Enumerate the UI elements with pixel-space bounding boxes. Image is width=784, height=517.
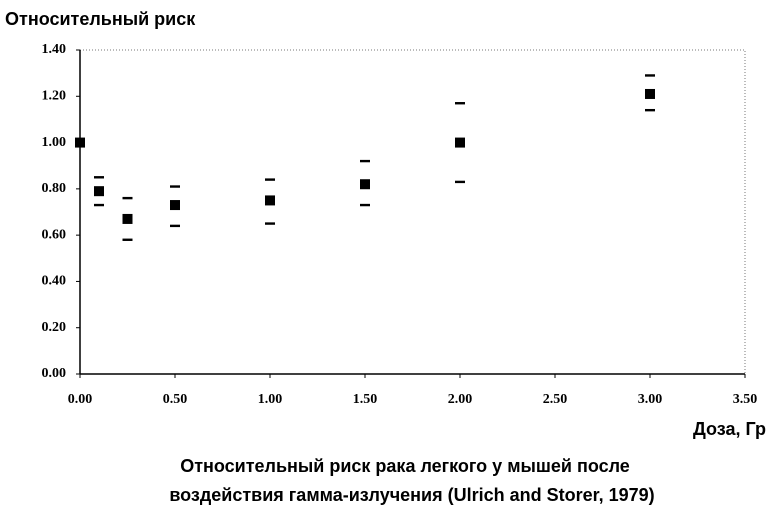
point bbox=[265, 195, 275, 206]
y-tick-label: 1.00 bbox=[42, 135, 67, 150]
x-tick-label: 1.00 bbox=[258, 392, 283, 407]
point bbox=[645, 88, 655, 99]
y-tick-label: 0.60 bbox=[42, 227, 67, 242]
y-tick-label: 1.40 bbox=[42, 42, 67, 57]
error-bound bbox=[265, 222, 275, 225]
error-bound bbox=[455, 180, 465, 184]
x-tick-label: 0.50 bbox=[163, 392, 188, 407]
point bbox=[455, 137, 465, 148]
error-bound bbox=[265, 178, 275, 181]
error-bound bbox=[455, 102, 465, 105]
x-tick-label: 0.00 bbox=[68, 392, 93, 407]
caption: воздействия гамма-излучения (Ulrich and … bbox=[169, 485, 654, 505]
x-tick-label: 3.00 bbox=[638, 392, 663, 407]
caption: Относительный риск рака легкого у мышей … bbox=[180, 456, 630, 476]
x-tick-label: 1.50 bbox=[353, 392, 378, 407]
y-tick-label: 1.20 bbox=[42, 89, 67, 104]
x-tick-label: 3.50 bbox=[733, 392, 758, 407]
point bbox=[75, 137, 85, 148]
error-bound bbox=[645, 108, 655, 112]
point bbox=[122, 213, 133, 224]
error-bound bbox=[170, 185, 180, 188]
error-bound bbox=[645, 74, 655, 77]
error-bound bbox=[360, 159, 370, 163]
x-axis-label: Доза, Гр bbox=[693, 419, 766, 439]
error-bound bbox=[94, 176, 104, 179]
y-tick-label: 0.00 bbox=[42, 366, 67, 381]
x-tick-label: 2.00 bbox=[448, 392, 473, 407]
error-bound bbox=[170, 224, 180, 228]
error-bound bbox=[360, 203, 370, 207]
point bbox=[360, 179, 370, 190]
x-tick-label: 2.50 bbox=[543, 392, 568, 407]
point bbox=[94, 186, 104, 197]
y-tick-label: 0.80 bbox=[42, 181, 67, 196]
error-bound bbox=[122, 196, 133, 200]
y-tick-label: 0.40 bbox=[42, 274, 67, 289]
y-axis-label: Относительный риск bbox=[5, 9, 196, 29]
y-tick-label: 0.20 bbox=[42, 320, 67, 335]
point bbox=[170, 200, 180, 211]
error-bound bbox=[122, 238, 133, 241]
error-bound bbox=[94, 203, 104, 207]
